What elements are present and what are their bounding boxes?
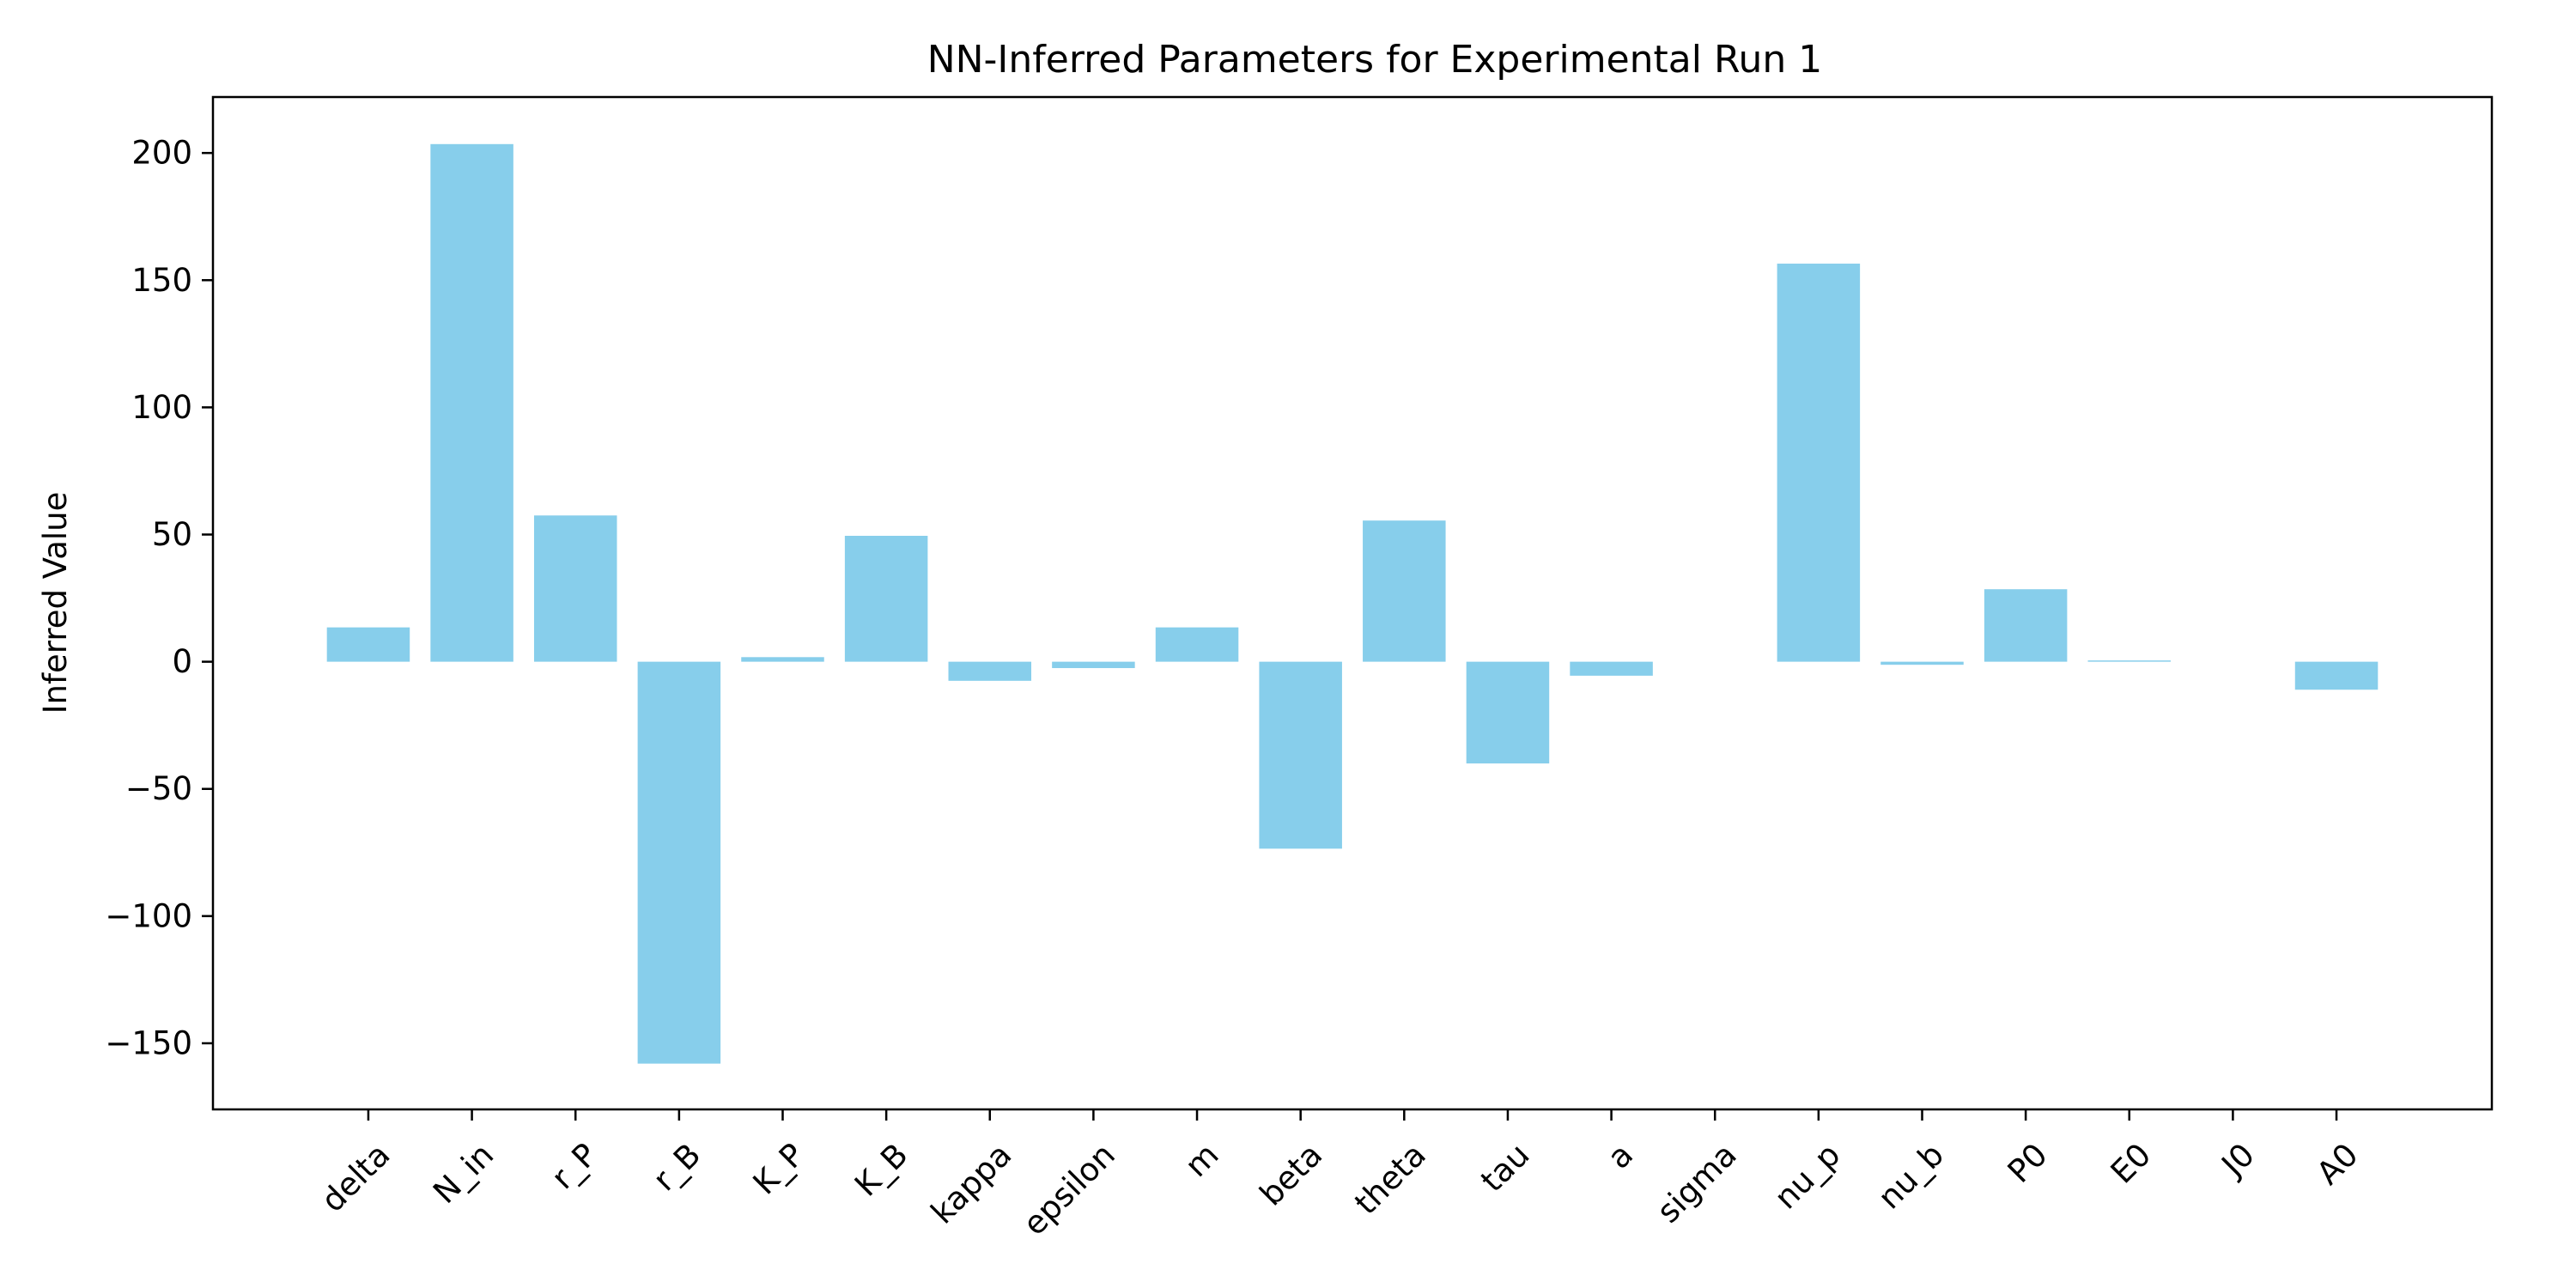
bar-r-b [637,661,721,1064]
bar-m [1155,627,1239,662]
y-tick-label: −100 [105,897,192,934]
bar-delta [326,627,410,662]
y-tick-label: 50 [152,516,192,553]
y-axis-label: Inferred Value [37,492,74,714]
y-tick-label: −50 [125,770,192,807]
bars-group [326,143,2379,1064]
bar-r-p [533,515,617,662]
y-axis-ticks: −150 −100 −50 0 50 100 150 200 [105,135,213,1061]
bar-kappa [948,661,1032,681]
bar-k-b [844,535,928,662]
y-tick-label: −150 [105,1024,192,1061]
bar-a0 [2294,661,2379,690]
bar-beta [1259,661,1342,849]
y-tick-label: 200 [131,135,192,172]
y-tick-label: 0 [172,643,192,680]
bar-tau [1466,661,1550,764]
chart-title: NN-Inferred Parameters for Experimental … [927,38,1823,82]
bar-p0 [1984,589,2068,662]
bar-epsilon [1052,661,1135,669]
bar-e0 [2087,660,2172,662]
bar-nu-p [1777,264,1861,662]
plot-frame [211,95,2494,1111]
bar-nu-b [1880,661,1964,665]
bar-theta [1363,520,1446,662]
y-tick-label: 150 [131,262,192,299]
bar-a [1570,661,1653,676]
bar-k-p [741,657,824,662]
bar-n-in [430,143,513,662]
y-tick-label: 100 [131,389,192,426]
